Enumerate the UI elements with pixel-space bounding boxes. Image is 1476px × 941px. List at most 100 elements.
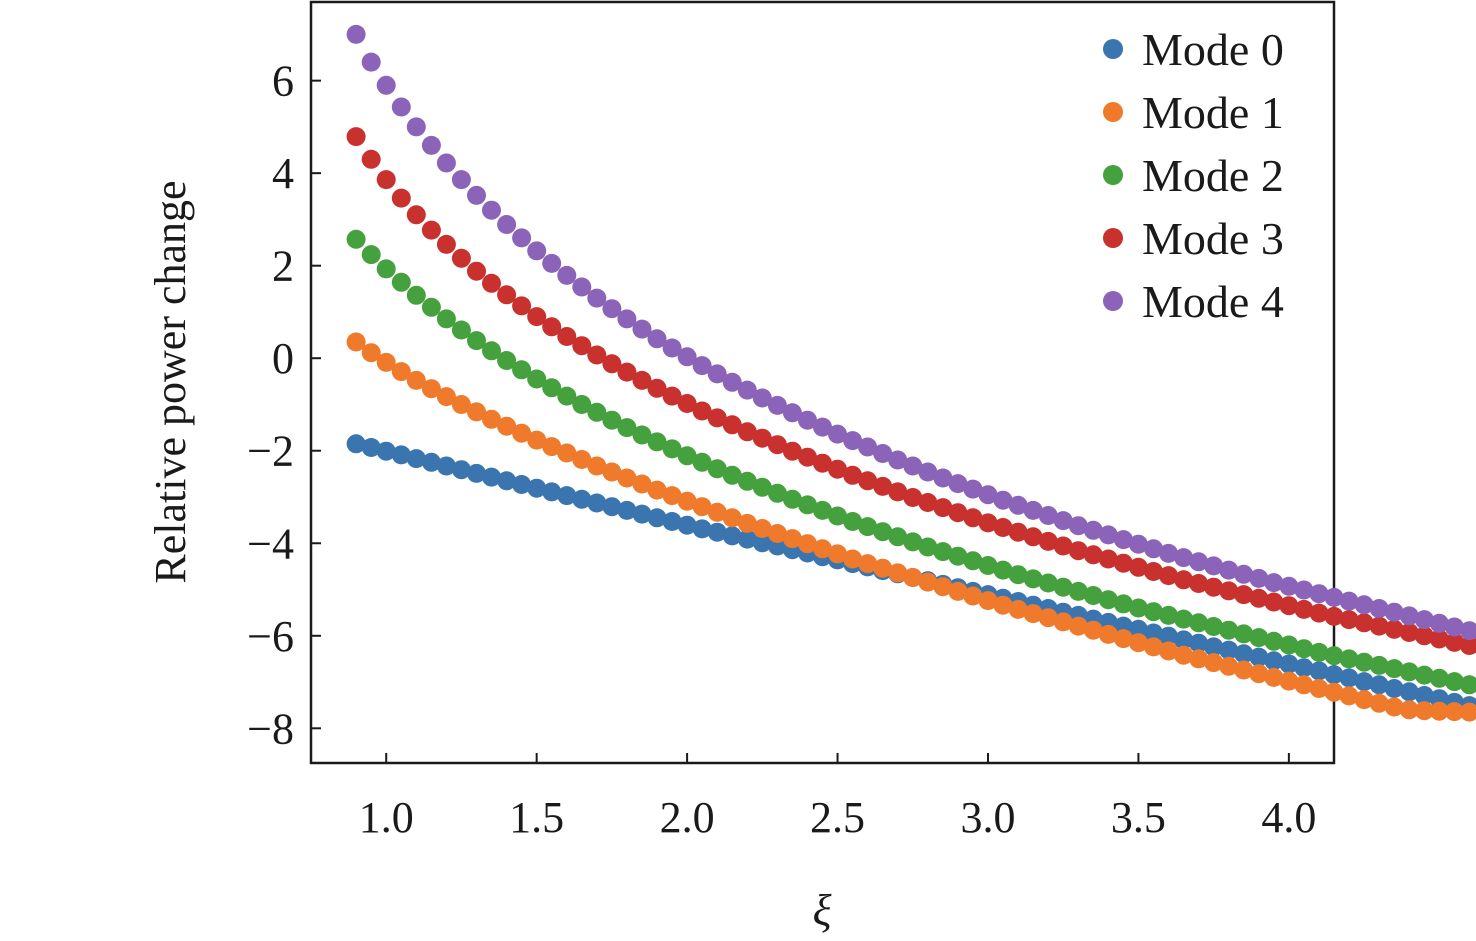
data-point (798, 410, 817, 430)
data-point (933, 498, 953, 518)
data-point (873, 476, 893, 496)
data-point (587, 345, 607, 365)
data-point (376, 352, 396, 372)
data-point (798, 534, 817, 554)
data-point (978, 591, 998, 611)
data-point (1098, 624, 1118, 644)
data-point (421, 135, 441, 155)
data-point (632, 319, 652, 339)
y-axis: −8 −6 −4 −2 0 2 4 6 (247, 57, 321, 753)
data-point (1264, 667, 1284, 687)
data-point (737, 529, 757, 549)
data-point (1339, 591, 1359, 611)
data-point (1038, 608, 1058, 628)
data-point (542, 378, 562, 398)
data-point (1249, 628, 1269, 648)
data-point (1219, 656, 1239, 676)
data-point (346, 229, 366, 249)
data-point (843, 549, 863, 569)
data-point (1083, 520, 1103, 540)
data-point (903, 568, 923, 587)
data-point (948, 474, 968, 494)
data-point (1204, 577, 1224, 597)
data-point (1384, 697, 1404, 717)
data-point (1053, 511, 1073, 531)
legend-entry: Mode 1 (1142, 87, 1284, 138)
data-point (813, 453, 832, 473)
data-point (1113, 553, 1133, 573)
data-point (467, 331, 486, 351)
data-point (707, 502, 727, 522)
data-point (828, 506, 847, 526)
data-point (1189, 649, 1209, 669)
data-point (737, 471, 757, 491)
x-tick-label: 4.0 (1261, 793, 1316, 842)
x-axis-label: ξ (813, 886, 832, 935)
data-point (557, 486, 577, 506)
data-point (707, 522, 727, 542)
data-point (602, 497, 622, 517)
data-point (542, 317, 562, 337)
data-point (662, 486, 682, 506)
data-point (1354, 690, 1374, 710)
data-series (346, 24, 1476, 722)
data-point (993, 560, 1013, 580)
data-point (482, 467, 501, 487)
data-point (798, 447, 817, 467)
data-point (692, 356, 712, 376)
data-point (1159, 626, 1178, 646)
data-point (1324, 646, 1344, 666)
data-point (617, 362, 637, 382)
y-tick-label: −4 (247, 519, 294, 568)
data-point (527, 478, 547, 498)
data-point (978, 513, 998, 533)
data-point (933, 542, 953, 562)
data-point (1249, 664, 1269, 684)
data-point (1414, 665, 1434, 685)
y-tick-label: 6 (272, 57, 294, 106)
data-point (1309, 661, 1329, 681)
data-point (662, 386, 682, 406)
series-3 (346, 127, 1476, 655)
data-point (737, 422, 757, 442)
data-point (557, 265, 577, 285)
data-point (903, 488, 923, 507)
data-point (1219, 581, 1239, 601)
data-point (677, 491, 697, 511)
data-point (497, 471, 517, 491)
data-point (436, 309, 456, 329)
data-point (467, 185, 486, 205)
data-point (1264, 651, 1284, 671)
data-point (903, 456, 923, 476)
data-point (888, 450, 908, 470)
y-tick-label: −2 (247, 427, 294, 476)
data-point (406, 205, 426, 225)
data-point (843, 465, 863, 485)
data-point (692, 497, 712, 517)
data-point (752, 428, 772, 448)
data-point (677, 347, 697, 367)
y-tick-label: −8 (247, 704, 294, 753)
data-point (918, 572, 938, 592)
data-point (737, 380, 757, 400)
data-point (1264, 631, 1284, 651)
data-point (527, 241, 547, 261)
data-point (542, 437, 562, 457)
series-4 (346, 24, 1476, 641)
data-point (497, 285, 517, 305)
data-point (1294, 599, 1314, 619)
data-point (978, 556, 998, 575)
data-point (376, 259, 396, 279)
data-point (1354, 595, 1374, 615)
data-point (722, 415, 742, 435)
data-point (1444, 617, 1464, 637)
data-point (888, 527, 908, 547)
data-point (1053, 536, 1073, 556)
data-point (767, 395, 787, 415)
data-point (1369, 599, 1389, 618)
data-point (512, 296, 532, 316)
data-point (1414, 686, 1434, 705)
data-point (557, 327, 577, 346)
legend-marker (1103, 39, 1123, 59)
data-point (1023, 569, 1043, 589)
